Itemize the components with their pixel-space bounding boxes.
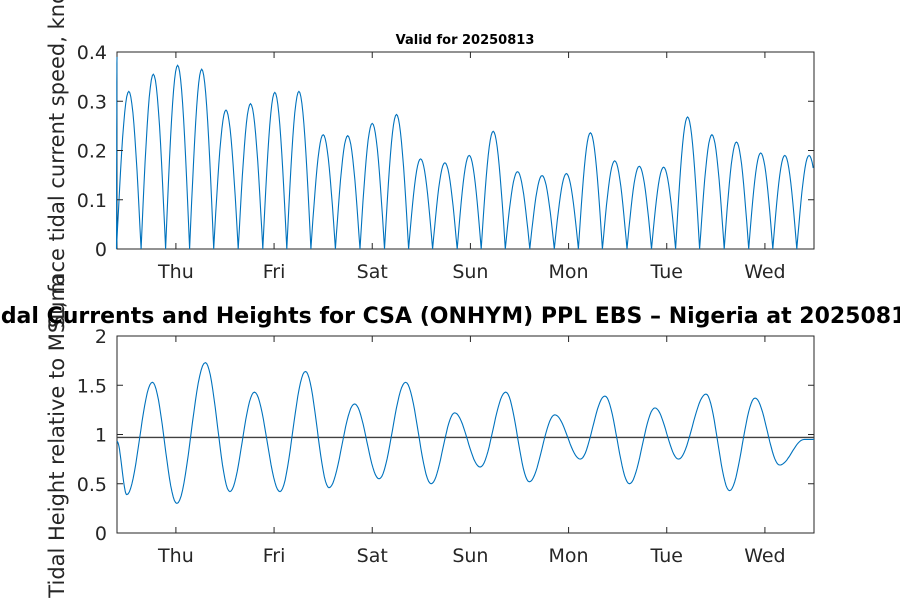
x-tick-label: Sun [452, 545, 488, 567]
y-tick-label: 0 [95, 239, 107, 261]
tidal-height-y-axis-label: Tidal Height relative to MSL, m [45, 274, 69, 598]
x-tick-label: Sun [452, 261, 488, 283]
x-tick-label: Fri [263, 261, 286, 283]
tidal-height-series-line [116, 361, 814, 505]
x-tick-label: Wed [744, 261, 785, 283]
current-speed-chart: Valid for 20250813 0 0.1 0.2 0.3 0.4 Thu Fri S… [45, 0, 815, 328]
tidal-height-y-ticks: 0 0.5 1 1.5 2 [77, 326, 814, 545]
current-speed-series-line [115, 56, 814, 250]
current-speed-x-ticks: Thu Fri Sat Sun Mon Tue Wed [157, 52, 786, 283]
y-tick-label: 0.4 [77, 42, 107, 64]
y-tick-label: 1 [95, 425, 107, 447]
y-tick-label: 0.3 [77, 91, 107, 113]
y-tick-label: 0 [95, 523, 107, 545]
x-tick-label: Tue [650, 261, 683, 283]
current-speed-y-ticks: 0 0.1 0.2 0.3 0.4 [77, 42, 814, 261]
x-tick-label: Sat [357, 261, 388, 283]
x-tick-label: Mon [549, 261, 589, 283]
x-tick-label: Fri [263, 545, 286, 567]
y-tick-label: 0.5 [77, 474, 107, 496]
main-chart-title: Tidal Currents and Heights for CSA (ONHY… [0, 304, 900, 329]
current-speed-title: Valid for 20250813 [396, 33, 535, 48]
x-tick-label: Mon [549, 545, 589, 567]
x-tick-label: Sat [357, 545, 388, 567]
x-tick-label: Thu [157, 545, 194, 567]
y-tick-label: 1.5 [77, 375, 107, 397]
y-tick-label: 0.1 [77, 190, 107, 212]
current-speed-plot-area [116, 51, 815, 250]
current-speed-y-axis-label: Surface tidal current speed, knots [45, 0, 69, 328]
y-tick-label: 2 [95, 326, 107, 348]
y-tick-label: 0.2 [77, 141, 107, 163]
tidal-height-chart: 0 0.5 1 1.5 2 Thu Fri Sat Sun Mon Tue Wed Tidal He… [45, 274, 815, 599]
x-tick-label: Thu [157, 261, 194, 283]
tidal-height-x-ticks: Thu Fri Sat Sun Mon Tue Wed [157, 336, 786, 567]
x-tick-label: Tue [650, 545, 683, 567]
x-tick-label: Wed [744, 545, 785, 567]
